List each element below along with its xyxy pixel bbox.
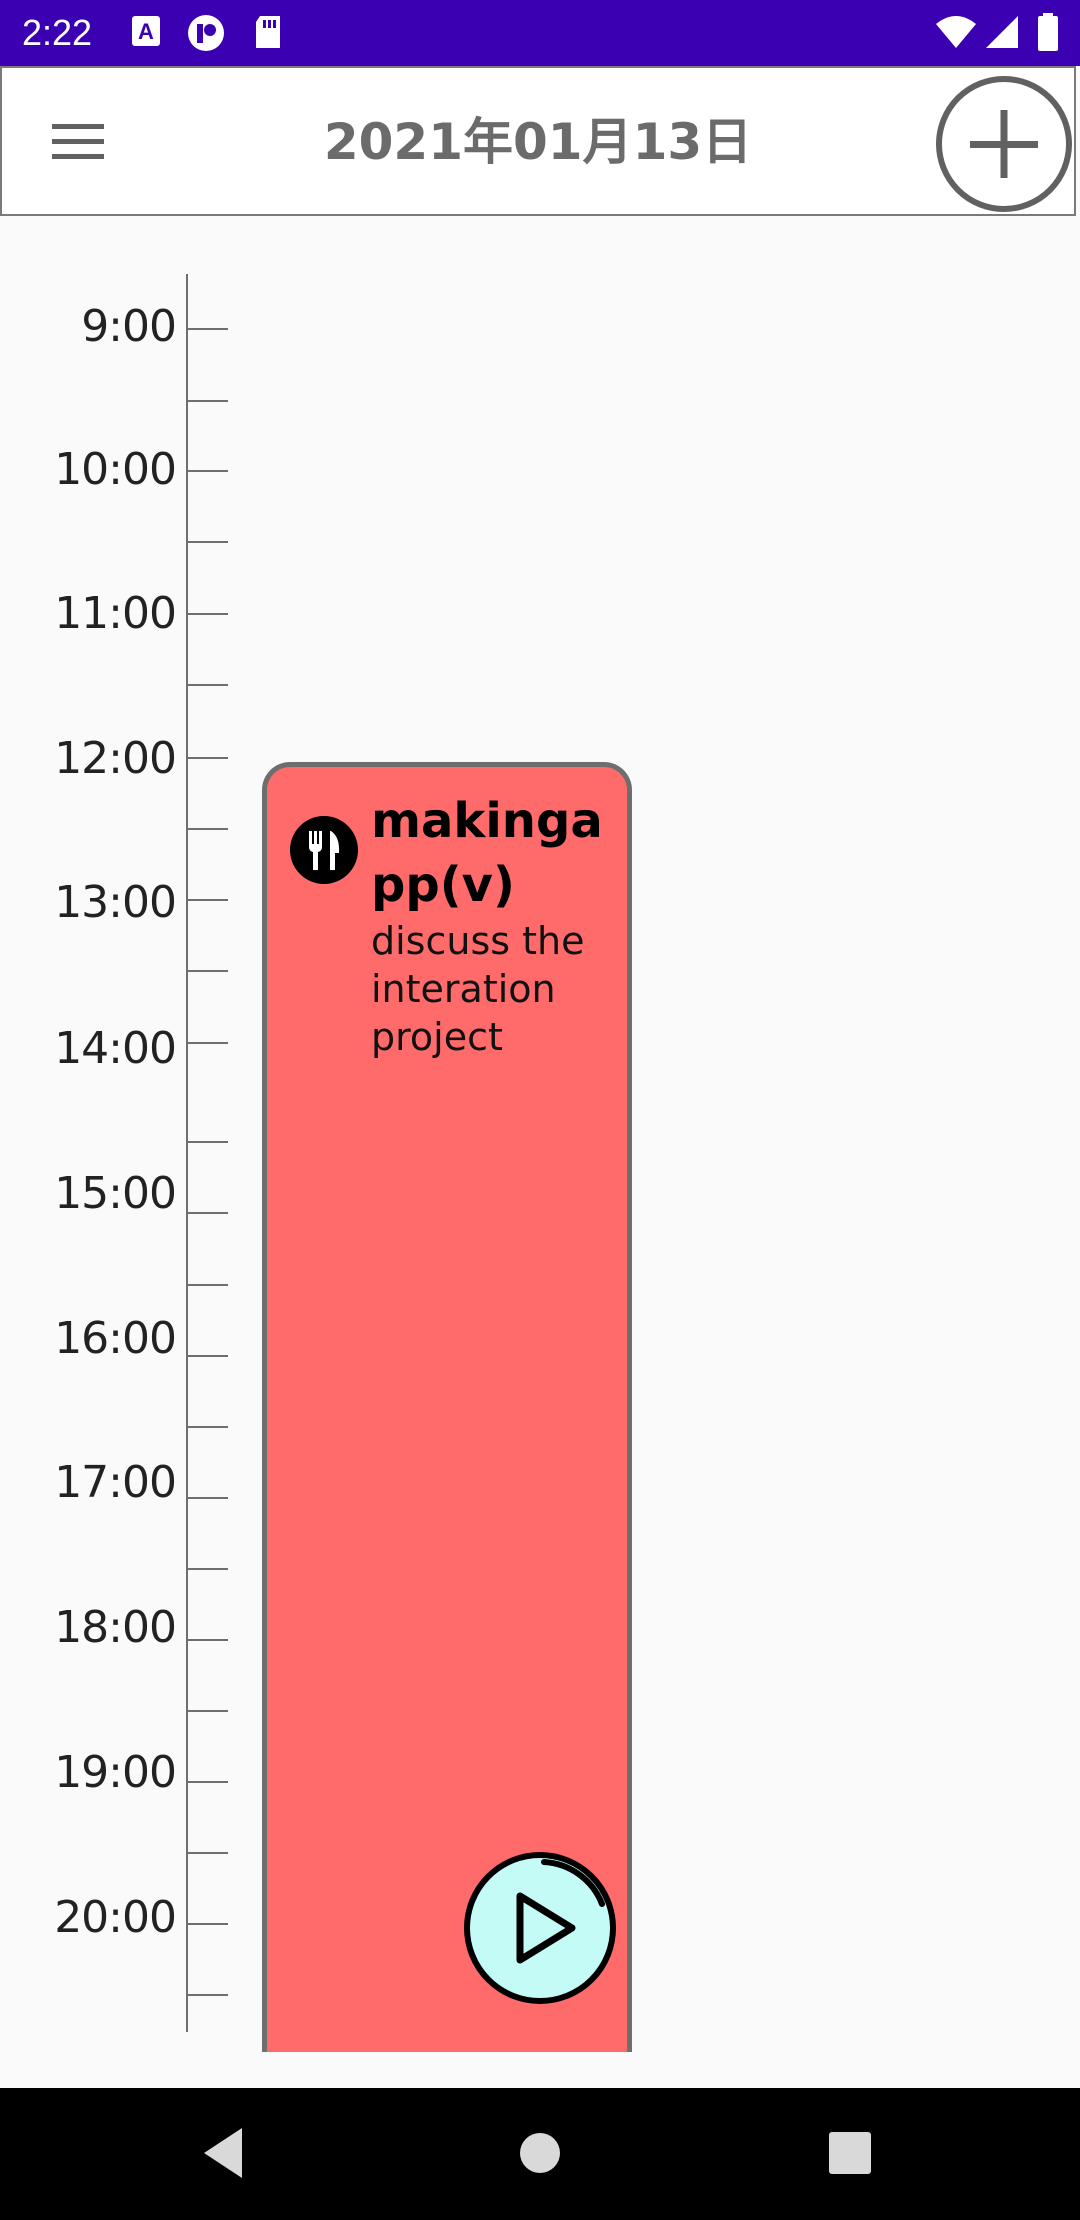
hour-tick [188, 613, 228, 615]
hour-label: 15:00 [54, 1168, 177, 1219]
half-hour-tick [188, 1852, 228, 1854]
play-icon[interactable] [460, 1848, 620, 2008]
menu-icon[interactable] [40, 110, 118, 174]
timeline: 9:00 10:00 11:00 12:00 13:00 14:00 15:00… [0, 216, 1080, 2088]
half-hour-tick [188, 684, 228, 686]
add-circle-icon[interactable] [934, 74, 1074, 214]
status-time: 2:22 [22, 12, 93, 53]
a-badge-icon: A [132, 16, 160, 46]
hour-tick [188, 1497, 228, 1499]
half-hour-tick [188, 828, 228, 830]
hour-tick [188, 470, 228, 472]
hour-tick [188, 1781, 228, 1783]
event-description: discuss the interation project [371, 919, 585, 1059]
page-title: 2021年01月13日 [323, 113, 753, 171]
event-card[interactable]: makingapp(v) discuss the interation proj… [262, 762, 632, 2052]
half-hour-tick [188, 1568, 228, 1570]
hour-label: 12:00 [54, 733, 177, 784]
hour-label: 11:00 [54, 588, 177, 639]
half-hour-tick [188, 1710, 228, 1712]
wifi-icon [936, 16, 976, 48]
hour-tick [188, 1042, 228, 1044]
hour-tick [188, 899, 228, 901]
hour-tick [188, 1212, 228, 1214]
hour-label: 18:00 [54, 1602, 177, 1653]
half-hour-tick [188, 400, 228, 402]
status-bar: 2:22 A [0, 0, 1080, 66]
timeline-axis [186, 274, 188, 2032]
p-badge-icon [188, 15, 224, 51]
navigation-bar [0, 2088, 1080, 2220]
app-bar: 2021年01月13日 [0, 66, 1076, 216]
hour-label: 13:00 [54, 877, 177, 928]
back-icon[interactable] [190, 2118, 260, 2188]
hour-tick [188, 328, 228, 330]
hour-tick [188, 1923, 228, 1925]
half-hour-tick [188, 1284, 228, 1286]
home-icon[interactable] [505, 2118, 575, 2188]
event-title: makingapp(v) [371, 793, 603, 913]
hour-label: 17:00 [54, 1457, 177, 1508]
sd-card-icon [256, 16, 280, 48]
hour-label: 9:00 [81, 301, 177, 352]
half-hour-tick [188, 1426, 228, 1428]
restaurant-icon [290, 816, 358, 884]
hour-tick [188, 757, 228, 759]
half-hour-tick [188, 1141, 228, 1143]
hour-tick [188, 1639, 228, 1641]
battery-icon [1038, 13, 1058, 51]
hour-label: 16:00 [54, 1313, 177, 1364]
half-hour-tick [188, 541, 228, 543]
half-hour-tick [188, 970, 228, 972]
hour-tick [188, 1355, 228, 1357]
recents-icon[interactable] [815, 2118, 885, 2188]
half-hour-tick [188, 1994, 228, 1996]
signal-icon [986, 16, 1018, 48]
hour-label: 19:00 [54, 1747, 177, 1798]
svg-text:A: A [138, 19, 154, 44]
hour-label: 10:00 [54, 444, 177, 495]
hour-label: 14:00 [54, 1023, 177, 1074]
hour-label: 20:00 [54, 1892, 177, 1943]
